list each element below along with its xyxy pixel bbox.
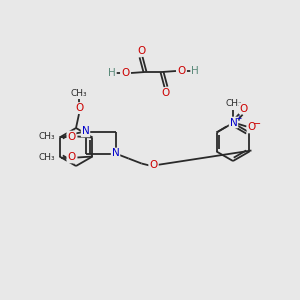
- Text: O: O: [178, 66, 186, 76]
- Text: CH₃: CH₃: [39, 132, 56, 141]
- Text: O: O: [149, 160, 158, 170]
- Text: O: O: [67, 131, 76, 142]
- Text: H: H: [191, 66, 199, 76]
- Text: −: −: [254, 118, 262, 128]
- Text: O: O: [75, 103, 83, 113]
- Text: N: N: [82, 127, 89, 136]
- Text: H: H: [108, 68, 116, 78]
- Text: O: O: [121, 68, 129, 78]
- Text: CH₃: CH₃: [71, 88, 87, 98]
- Text: N: N: [112, 148, 119, 158]
- Text: CH₃: CH₃: [226, 100, 242, 109]
- Text: CH₃: CH₃: [39, 153, 56, 162]
- Text: O: O: [137, 46, 145, 56]
- Text: O: O: [149, 160, 158, 170]
- Text: O: O: [248, 122, 256, 133]
- Text: N: N: [230, 118, 237, 128]
- Text: O: O: [239, 103, 248, 113]
- Text: +: +: [236, 114, 242, 123]
- Text: O: O: [162, 88, 170, 98]
- Text: O: O: [67, 152, 76, 163]
